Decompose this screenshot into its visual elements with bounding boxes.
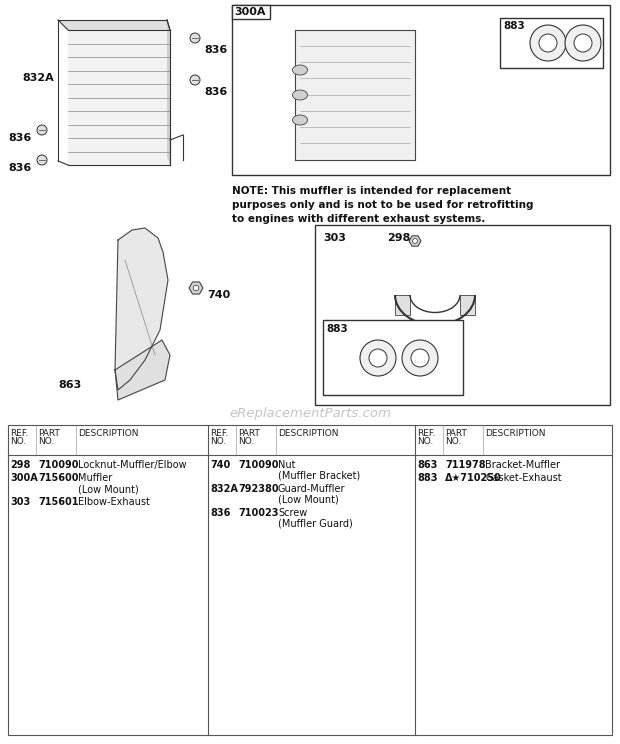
Circle shape (193, 285, 199, 291)
Text: 836: 836 (8, 163, 31, 173)
Text: Locknut-Muffler/Elbow: Locknut-Muffler/Elbow (78, 460, 187, 470)
Bar (232, 5, 270, 19)
Text: 710090: 710090 (238, 460, 278, 470)
Text: 298: 298 (387, 233, 410, 243)
Text: NO.: NO. (238, 437, 254, 446)
Text: NO.: NO. (38, 437, 55, 446)
Polygon shape (460, 295, 475, 315)
Ellipse shape (293, 65, 308, 75)
Text: DESCRIPTION: DESCRIPTION (78, 429, 138, 438)
Polygon shape (295, 30, 415, 160)
Text: (Low Mount): (Low Mount) (78, 484, 139, 494)
Polygon shape (167, 20, 170, 165)
Circle shape (37, 155, 47, 165)
Text: Muffler: Muffler (78, 473, 112, 483)
Text: (Muffler Guard): (Muffler Guard) (278, 519, 353, 529)
Bar (315, 225, 610, 405)
Text: 863: 863 (58, 380, 81, 390)
Text: DESCRIPTION: DESCRIPTION (278, 429, 339, 438)
Text: 303: 303 (10, 497, 30, 507)
Ellipse shape (293, 90, 308, 100)
Text: NOTE: This muffler is intended for replacement
purposes only and is not to be us: NOTE: This muffler is intended for repla… (232, 186, 533, 224)
Text: 300A: 300A (10, 473, 38, 483)
Text: 883: 883 (326, 324, 348, 334)
Circle shape (411, 349, 429, 367)
Text: 883: 883 (417, 473, 438, 483)
Text: 832A: 832A (210, 484, 238, 494)
Text: 300A: 300A (234, 7, 265, 17)
Bar (8, 425, 612, 735)
Polygon shape (115, 340, 170, 400)
Text: 303: 303 (323, 233, 346, 243)
Polygon shape (68, 30, 170, 165)
Polygon shape (115, 228, 168, 390)
Text: 715601: 715601 (38, 497, 79, 507)
Circle shape (565, 25, 601, 61)
Text: 298: 298 (10, 460, 30, 470)
Circle shape (539, 34, 557, 52)
Polygon shape (395, 295, 410, 315)
Circle shape (369, 349, 387, 367)
Text: 740: 740 (210, 460, 230, 470)
Text: PART: PART (238, 429, 260, 438)
Text: 836: 836 (8, 133, 31, 143)
Text: 715600: 715600 (38, 473, 79, 483)
Text: REF.: REF. (417, 429, 435, 438)
Text: 710023: 710023 (238, 508, 278, 518)
Circle shape (402, 340, 438, 376)
Text: Guard-Muffler: Guard-Muffler (278, 484, 345, 494)
Circle shape (574, 34, 592, 52)
Circle shape (360, 340, 396, 376)
Text: (Muffler Bracket): (Muffler Bracket) (278, 471, 360, 481)
Circle shape (412, 239, 417, 243)
Text: 883: 883 (503, 21, 525, 31)
Bar (323, 320, 463, 395)
Text: 836: 836 (204, 87, 228, 97)
Text: 711978: 711978 (445, 460, 485, 470)
Text: 710090: 710090 (38, 460, 79, 470)
Text: PART: PART (445, 429, 467, 438)
Polygon shape (189, 282, 203, 294)
Text: Nut: Nut (278, 460, 296, 470)
Text: 836: 836 (210, 508, 231, 518)
Text: Bracket-Muffler: Bracket-Muffler (485, 460, 560, 470)
Text: 836: 836 (204, 45, 228, 55)
Text: REF.: REF. (10, 429, 29, 438)
Text: (Low Mount): (Low Mount) (278, 495, 339, 505)
Circle shape (190, 75, 200, 85)
Text: REF.: REF. (210, 429, 228, 438)
Text: 740: 740 (207, 290, 230, 300)
Text: eReplacementParts.com: eReplacementParts.com (229, 406, 391, 420)
Text: 792380: 792380 (238, 484, 278, 494)
Text: Gasket-Exhaust: Gasket-Exhaust (485, 473, 562, 483)
Text: 832A: 832A (22, 73, 54, 83)
Text: Elbow-Exhaust: Elbow-Exhaust (78, 497, 150, 507)
Polygon shape (58, 20, 170, 30)
Circle shape (190, 33, 200, 43)
Ellipse shape (293, 115, 308, 125)
Polygon shape (409, 236, 421, 246)
Circle shape (37, 125, 47, 135)
Text: NO.: NO. (417, 437, 433, 446)
Text: NO.: NO. (210, 437, 226, 446)
Text: 863: 863 (417, 460, 437, 470)
Text: Δ★710250: Δ★710250 (445, 473, 502, 483)
Bar (232, 5, 610, 175)
Text: NO.: NO. (445, 437, 461, 446)
Text: DESCRIPTION: DESCRIPTION (485, 429, 546, 438)
Text: NO.: NO. (10, 437, 26, 446)
Bar (500, 18, 603, 68)
Text: Screw: Screw (278, 508, 308, 518)
Text: PART: PART (38, 429, 60, 438)
Circle shape (530, 25, 566, 61)
